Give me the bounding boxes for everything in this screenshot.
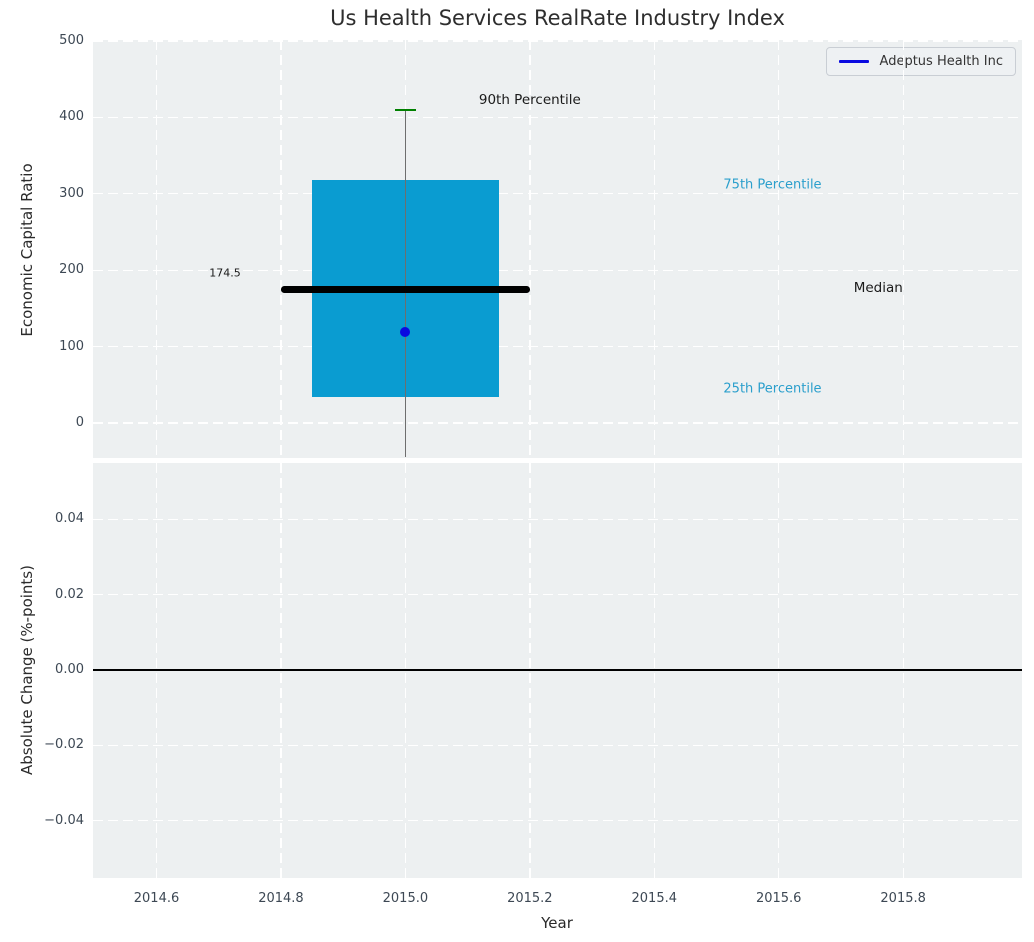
gridline-vertical xyxy=(280,40,282,458)
x-tick-label: 2015.2 xyxy=(507,891,553,906)
gridline-horizontal xyxy=(93,518,1022,520)
y-tick-label: −0.04 xyxy=(44,812,84,828)
zero-line xyxy=(93,669,1022,671)
gridline-horizontal xyxy=(93,193,1022,195)
gridline-horizontal xyxy=(93,422,1022,424)
chart-title: Us Health Services RealRate Industry Ind… xyxy=(330,6,785,30)
x-tick-label: 2014.8 xyxy=(258,891,304,906)
y-tick-label: 500 xyxy=(59,33,84,48)
y-tick-label: −0.02 xyxy=(44,737,84,753)
y-tick-label: 400 xyxy=(59,109,84,125)
x-tick-label: 2015.8 xyxy=(880,891,926,906)
gridline-horizontal xyxy=(93,40,1022,42)
x-axis-label: Year xyxy=(541,914,573,932)
gridline-vertical xyxy=(529,40,531,458)
legend-line-sample xyxy=(838,60,869,63)
gridline-horizontal xyxy=(93,116,1022,119)
legend-label: Adeptus Health Inc xyxy=(879,54,1003,69)
y-tick-label: 200 xyxy=(59,262,84,278)
gridline-vertical xyxy=(155,40,158,458)
legend: Adeptus Health Inc xyxy=(825,47,1016,76)
annotation-90th-percentile: 90th Percentile xyxy=(478,91,581,108)
y-tick-label: 0.04 xyxy=(55,511,84,527)
bottom-axes-absolute-change xyxy=(93,463,1022,878)
y-tick-label: 0 xyxy=(75,415,84,430)
x-tick-label: 2015.6 xyxy=(755,891,802,906)
x-tick-label: 2015.4 xyxy=(631,891,678,906)
boxplot-median-line xyxy=(280,286,530,293)
annotation-75th-percentile: 75th Percentile xyxy=(723,177,822,193)
gridline-horizontal xyxy=(93,269,1022,271)
gridline-vertical xyxy=(778,40,780,458)
boxplot-whisker xyxy=(404,109,407,458)
gridline-horizontal xyxy=(93,346,1022,348)
y-tick-label: 100 xyxy=(59,338,84,354)
x-tick-label: 2014.6 xyxy=(133,891,180,906)
y-tick-label: 0.02 xyxy=(55,586,84,602)
gridline-vertical xyxy=(902,40,904,458)
company-data-point xyxy=(400,327,411,338)
boxplot-whisker-cap xyxy=(394,108,416,111)
gridline-vertical xyxy=(653,40,655,458)
gridline-horizontal xyxy=(93,594,1022,596)
y-tick-label: 300 xyxy=(59,185,84,201)
gridline-horizontal xyxy=(93,820,1022,822)
x-tick-label: 2015.0 xyxy=(382,891,429,906)
top-axes-economic-capital-ratio: Adeptus Health Inc 174.5 90th Percentile 7… xyxy=(93,40,1022,458)
median-value-label: 174.5 xyxy=(209,266,241,280)
annotation-25th-percentile: 25th Percentile xyxy=(723,381,822,397)
y-tick-label: 0.00 xyxy=(55,662,84,677)
gridline-horizontal xyxy=(93,744,1022,747)
annotation-median: Median xyxy=(853,279,903,296)
